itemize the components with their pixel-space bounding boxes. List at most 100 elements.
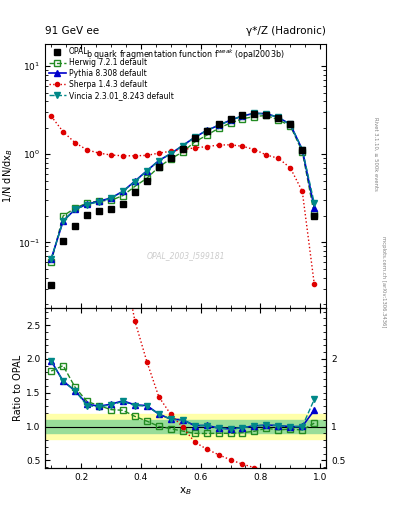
Herwig 7.2.1 default bbox=[84, 200, 89, 206]
Herwig 7.2.1 default bbox=[145, 175, 149, 181]
Pythia 8.308 default bbox=[156, 158, 161, 164]
Sherpa 1.4.3 default bbox=[84, 147, 89, 153]
Line: Vincia 2.3.01_8.243 default: Vincia 2.3.01_8.243 default bbox=[48, 111, 317, 262]
Vincia 2.3.01_8.243 default bbox=[84, 202, 89, 208]
OPAL bbox=[168, 155, 173, 161]
Line: Sherpa 1.4.3 default: Sherpa 1.4.3 default bbox=[49, 114, 316, 286]
Pythia 8.308 default bbox=[312, 205, 317, 211]
Line: Pythia 8.308 default: Pythia 8.308 default bbox=[48, 111, 317, 262]
Pythia 8.308 default bbox=[97, 198, 101, 204]
OPAL bbox=[156, 164, 161, 170]
Pythia 8.308 default bbox=[216, 122, 221, 129]
Text: mcplots.cern.ch [arXiv:1306.3436]: mcplots.cern.ch [arXiv:1306.3436] bbox=[381, 236, 386, 327]
X-axis label: x$_{B}$: x$_{B}$ bbox=[179, 485, 192, 497]
Sherpa 1.4.3 default bbox=[73, 140, 77, 146]
Sherpa 1.4.3 default bbox=[168, 148, 173, 154]
Vincia 2.3.01_8.243 default bbox=[276, 114, 281, 120]
Sherpa 1.4.3 default bbox=[132, 153, 137, 159]
Sherpa 1.4.3 default bbox=[180, 146, 185, 153]
Sherpa 1.4.3 default bbox=[61, 129, 66, 135]
Sherpa 1.4.3 default bbox=[276, 155, 281, 161]
Pythia 8.308 default bbox=[288, 121, 293, 127]
OPAL bbox=[97, 208, 101, 215]
Text: 91 GeV ee: 91 GeV ee bbox=[45, 26, 99, 36]
Pythia 8.308 default bbox=[132, 178, 137, 184]
Vincia 2.3.01_8.243 default bbox=[156, 158, 161, 164]
Herwig 7.2.1 default bbox=[264, 112, 269, 118]
Vincia 2.3.01_8.243 default bbox=[61, 218, 66, 224]
Text: b quark fragmentation function f$^{weak}$ (opal2003b): b quark fragmentation function f$^{weak}… bbox=[86, 48, 285, 62]
OPAL bbox=[192, 135, 197, 141]
Vincia 2.3.01_8.243 default bbox=[300, 146, 305, 153]
Vincia 2.3.01_8.243 default bbox=[240, 113, 245, 119]
OPAL bbox=[288, 121, 293, 127]
Vincia 2.3.01_8.243 default bbox=[121, 188, 125, 195]
Sherpa 1.4.3 default bbox=[97, 150, 101, 156]
Vincia 2.3.01_8.243 default bbox=[145, 168, 149, 174]
Pythia 8.308 default bbox=[61, 218, 66, 224]
OPAL bbox=[228, 116, 233, 122]
OPAL bbox=[276, 115, 281, 121]
Pythia 8.308 default bbox=[192, 134, 197, 140]
Herwig 7.2.1 default bbox=[228, 120, 233, 126]
OPAL bbox=[300, 146, 305, 153]
Sherpa 1.4.3 default bbox=[216, 142, 221, 148]
Pythia 8.308 default bbox=[84, 201, 89, 207]
OPAL bbox=[252, 111, 257, 117]
Herwig 7.2.1 default bbox=[97, 198, 101, 204]
Sherpa 1.4.3 default bbox=[300, 188, 305, 195]
Text: OPAL_2003_I599181: OPAL_2003_I599181 bbox=[147, 251, 225, 260]
Vincia 2.3.01_8.243 default bbox=[49, 256, 53, 262]
OPAL bbox=[108, 206, 113, 212]
Herwig 7.2.1 default bbox=[288, 123, 293, 129]
Herwig 7.2.1 default bbox=[132, 183, 137, 189]
Herwig 7.2.1 default bbox=[61, 213, 66, 219]
Herwig 7.2.1 default bbox=[168, 156, 173, 162]
Sherpa 1.4.3 default bbox=[288, 165, 293, 171]
Sherpa 1.4.3 default bbox=[228, 142, 233, 148]
Text: Rivet 3.1.10, ≥ 500k events: Rivet 3.1.10, ≥ 500k events bbox=[373, 117, 378, 190]
Bar bbox=[45, 420, 326, 433]
Pythia 8.308 default bbox=[240, 113, 245, 119]
Herwig 7.2.1 default bbox=[300, 148, 305, 155]
Pythia 8.308 default bbox=[264, 111, 269, 117]
Herwig 7.2.1 default bbox=[276, 117, 281, 123]
Legend: OPAL, Herwig 7.2.1 default, Pythia 8.308 default, Sherpa 1.4.3 default, Vincia 2: OPAL, Herwig 7.2.1 default, Pythia 8.308… bbox=[48, 46, 175, 101]
Text: γ*/Z (Hadronic): γ*/Z (Hadronic) bbox=[246, 26, 326, 36]
Y-axis label: 1/N dN/dx$_{B}$: 1/N dN/dx$_{B}$ bbox=[2, 148, 15, 203]
Sherpa 1.4.3 default bbox=[49, 113, 53, 119]
Pythia 8.308 default bbox=[228, 117, 233, 123]
Vincia 2.3.01_8.243 default bbox=[73, 206, 77, 212]
OPAL bbox=[84, 212, 89, 218]
OPAL bbox=[204, 128, 209, 134]
OPAL bbox=[121, 201, 125, 207]
Vincia 2.3.01_8.243 default bbox=[97, 199, 101, 205]
Sherpa 1.4.3 default bbox=[145, 153, 149, 159]
Pythia 8.308 default bbox=[49, 256, 53, 262]
Vincia 2.3.01_8.243 default bbox=[204, 127, 209, 134]
Vincia 2.3.01_8.243 default bbox=[264, 111, 269, 117]
Herwig 7.2.1 default bbox=[204, 132, 209, 138]
Sherpa 1.4.3 default bbox=[312, 281, 317, 287]
OPAL bbox=[216, 121, 221, 127]
Line: Herwig 7.2.1 default: Herwig 7.2.1 default bbox=[48, 113, 317, 265]
Sherpa 1.4.3 default bbox=[252, 146, 257, 153]
OPAL bbox=[132, 189, 137, 195]
Pythia 8.308 default bbox=[145, 168, 149, 174]
Sherpa 1.4.3 default bbox=[121, 153, 125, 159]
OPAL bbox=[264, 112, 269, 118]
OPAL bbox=[145, 178, 149, 184]
OPAL bbox=[240, 112, 245, 118]
Vincia 2.3.01_8.243 default bbox=[228, 117, 233, 123]
Herwig 7.2.1 default bbox=[192, 139, 197, 145]
Vincia 2.3.01_8.243 default bbox=[216, 122, 221, 129]
Herwig 7.2.1 default bbox=[156, 164, 161, 170]
Herwig 7.2.1 default bbox=[180, 149, 185, 155]
Herwig 7.2.1 default bbox=[73, 205, 77, 211]
Herwig 7.2.1 default bbox=[108, 197, 113, 203]
Pythia 8.308 default bbox=[168, 151, 173, 157]
Pythia 8.308 default bbox=[300, 146, 305, 153]
Vincia 2.3.01_8.243 default bbox=[252, 110, 257, 116]
OPAL bbox=[73, 223, 77, 229]
OPAL bbox=[49, 282, 53, 288]
